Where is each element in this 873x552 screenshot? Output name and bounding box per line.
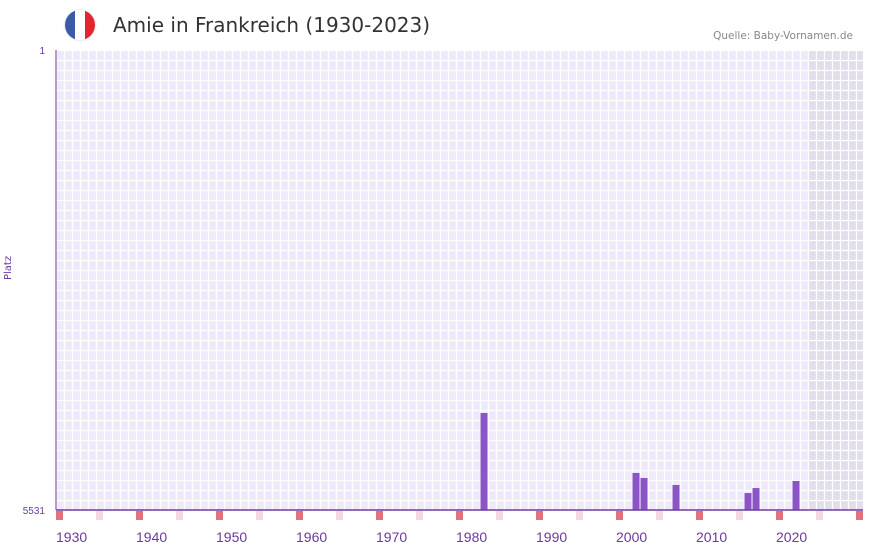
x-tick-label: 1970 bbox=[376, 529, 407, 545]
bar-1981 bbox=[480, 413, 488, 510]
y-tick-label: 5531 bbox=[23, 506, 46, 517]
half-decade-marker bbox=[656, 511, 663, 520]
half-decade-marker bbox=[96, 511, 103, 520]
half-decade-marker bbox=[496, 511, 503, 520]
x-tick-label: 1990 bbox=[536, 529, 567, 545]
half-decade-marker bbox=[576, 511, 583, 520]
decade-marker bbox=[56, 511, 63, 520]
bar-2000 bbox=[632, 472, 640, 510]
x-tick-label: 2000 bbox=[616, 529, 647, 545]
half-decade-marker bbox=[816, 511, 823, 520]
half-decade-marker bbox=[256, 511, 263, 520]
half-decade-marker bbox=[176, 511, 183, 520]
decade-marker bbox=[776, 511, 783, 520]
bar-2014 bbox=[744, 493, 752, 510]
decade-marker bbox=[216, 511, 223, 520]
bar-2015 bbox=[752, 488, 760, 510]
half-decade-marker bbox=[336, 511, 343, 520]
decade-marker bbox=[456, 511, 463, 520]
half-decade-marker bbox=[416, 511, 423, 520]
decade-marker bbox=[856, 511, 863, 520]
decade-marker bbox=[696, 511, 703, 520]
bar-2020 bbox=[792, 480, 800, 510]
decade-marker bbox=[376, 511, 383, 520]
chart-title: Amie in Frankreich (1930-2023) bbox=[113, 13, 431, 37]
decade-marker bbox=[296, 511, 303, 520]
decade-marker bbox=[136, 511, 143, 520]
x-tick-label: 1930 bbox=[56, 529, 87, 545]
x-tick-label: 1940 bbox=[136, 529, 167, 545]
france-flag-icon bbox=[65, 10, 95, 40]
x-tick-label: 2020 bbox=[776, 529, 807, 545]
x-tick-label: 1950 bbox=[216, 529, 247, 545]
y-tick-label: 1 bbox=[39, 46, 45, 57]
x-tick-label: 2010 bbox=[696, 529, 727, 545]
decade-marker bbox=[536, 511, 543, 520]
decade-marker bbox=[616, 511, 623, 520]
source-link[interactable]: Quelle: Baby-Vornamen.de bbox=[713, 30, 853, 42]
bar-2005 bbox=[672, 484, 680, 510]
x-tick-label: 1980 bbox=[456, 529, 487, 545]
half-decade-marker bbox=[736, 511, 743, 520]
bar-2001 bbox=[640, 477, 648, 510]
x-tick-label: 1960 bbox=[296, 529, 327, 545]
